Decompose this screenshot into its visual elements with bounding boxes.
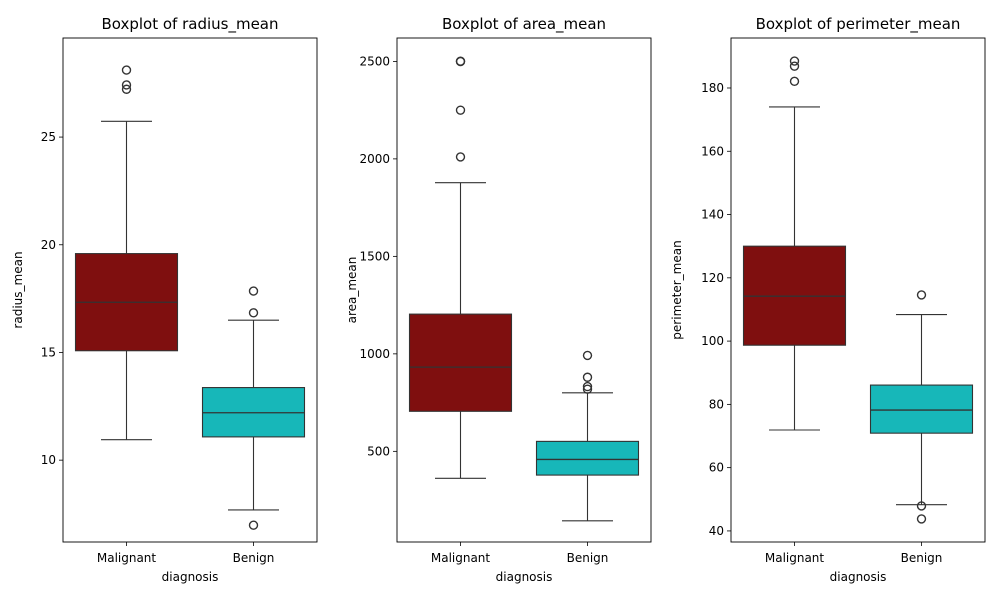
y-tick-label: 160 <box>701 144 724 158</box>
x-axis-label: diagnosis <box>162 570 219 584</box>
y-tick-label: 140 <box>701 208 724 222</box>
outlier-point <box>789 61 800 71</box>
y-tick-label: 1500 <box>359 249 390 263</box>
y-tick-label: 100 <box>701 334 724 348</box>
y-tick-label: 15 <box>41 345 56 359</box>
x-axis-label: diagnosis <box>830 570 887 584</box>
outlier-point <box>121 84 132 94</box>
x-tick-label: Malignant <box>431 551 491 565</box>
y-tick-label: 80 <box>709 397 724 411</box>
box-malignant <box>408 56 513 479</box>
outlier-point <box>248 520 259 530</box>
outlier-point <box>916 501 927 511</box>
y-tick-label: 40 <box>709 524 724 538</box>
box-malignant <box>74 65 179 441</box>
outlier-point <box>789 56 800 66</box>
y-tick-label: 120 <box>701 271 724 285</box>
y-axis-label: radius_mean <box>11 251 25 328</box>
plot-frame <box>62 37 318 543</box>
y-tick-label: 1000 <box>359 347 390 361</box>
chart-title: Boxplot of radius_mean <box>101 15 278 34</box>
chart-panel-3: Boxplot of perimeter_mean 40 60 80 100 120 140… <box>670 15 986 584</box>
outlier-point <box>121 80 132 90</box>
x-tick-label: Malignant <box>97 551 157 565</box>
y-axis-label: perimeter_mean <box>670 240 684 339</box>
plot-frame <box>396 37 652 543</box>
plot-frame <box>730 37 986 543</box>
outlier-point <box>248 308 259 318</box>
x-tick-label: Benign <box>567 551 609 565</box>
outlier-point <box>582 381 593 392</box>
outlier-point <box>582 384 593 394</box>
x-axis-label: diagnosis <box>496 570 553 584</box>
outlier-point <box>455 56 466 66</box>
chart-title: Boxplot of perimeter_mean <box>756 15 961 34</box>
outlier-point <box>248 286 259 296</box>
outlier-point <box>916 290 927 300</box>
outlier-point <box>121 65 132 75</box>
x-tick-label: Malignant <box>765 551 825 565</box>
box-benign <box>535 350 640 522</box>
iqr-box <box>869 384 974 434</box>
y-tick-label: 180 <box>701 81 724 95</box>
box-malignant <box>742 56 847 431</box>
box-benign <box>869 290 974 524</box>
outlier-point <box>455 152 466 162</box>
chart-panel-1: Boxplot of radius_mean 10 15 20 25 Malignant B… <box>11 15 318 584</box>
y-tick-label: 2000 <box>359 152 390 166</box>
y-tick-label: 500 <box>367 444 390 458</box>
y-tick-label: 20 <box>41 238 56 252</box>
y-tick-label: 25 <box>41 130 56 144</box>
outlier-point <box>455 105 466 115</box>
y-tick-label: 2500 <box>359 54 390 68</box>
x-tick-label: Benign <box>233 551 275 565</box>
iqr-box <box>535 440 640 476</box>
chart-title: Boxplot of area_mean <box>442 15 606 34</box>
y-tick-label: 10 <box>41 453 56 467</box>
outlier-point <box>916 514 927 524</box>
y-axis-label: area_mean <box>345 257 359 324</box>
iqr-box <box>408 313 513 412</box>
outlier-point <box>582 372 593 382</box>
box-benign <box>201 286 306 530</box>
outlier-point <box>789 76 800 87</box>
y-tick-label: 60 <box>709 461 724 475</box>
outlier-point <box>582 350 593 361</box>
chart-panel-2: Boxplot of area_mean 500 1000 1500 2000 2500 M… <box>345 15 652 584</box>
x-tick-label: Benign <box>901 551 943 565</box>
